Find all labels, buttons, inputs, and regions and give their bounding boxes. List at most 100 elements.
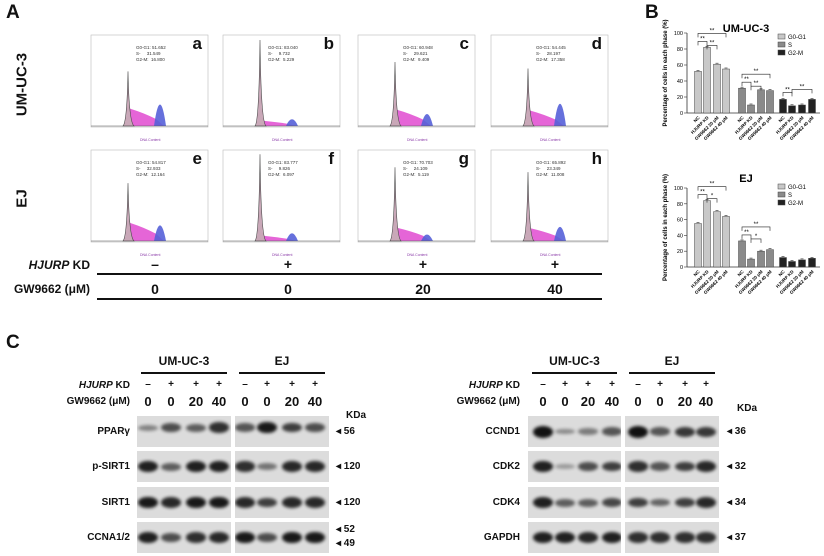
blot-image <box>625 522 719 553</box>
bar-G0-G1-NC <box>694 223 702 268</box>
band <box>282 461 302 472</box>
gw9662-value: 40 <box>307 394 323 409</box>
band <box>696 532 716 543</box>
blot-image <box>137 451 231 482</box>
hjurp-kd-value: + <box>312 379 318 390</box>
hjurp-kd-value: + <box>216 379 222 390</box>
band <box>555 531 575 544</box>
legend-swatch <box>777 49 786 56</box>
plot-frame <box>490 34 609 128</box>
band <box>138 496 158 509</box>
category-label: NC <box>737 269 746 278</box>
significance-marker: * <box>711 194 714 200</box>
gw9662-value: 0 <box>241 394 249 409</box>
significance-marker: ** <box>710 28 715 34</box>
g0g1-peak <box>389 167 402 242</box>
y-tick-label: 100 <box>674 186 683 192</box>
band <box>578 428 598 435</box>
bar-S-HJURP KD <box>747 104 755 114</box>
band <box>235 423 255 432</box>
cell-line-header: EJ <box>664 354 680 368</box>
band <box>161 462 181 471</box>
band <box>235 497 255 508</box>
significance-bracket <box>750 85 762 91</box>
significance-bracket <box>791 89 813 94</box>
category-label: NC <box>778 115 787 124</box>
band <box>235 461 255 472</box>
histogram-c: c G0-G1: 60.948 S- 29.621 G2-M: 9.409 DNA … <box>355 34 477 142</box>
blot-image <box>528 487 621 518</box>
gw9662-value: 0 <box>561 394 569 409</box>
blot-label-CDK2: CDK2 <box>492 461 520 472</box>
panel-label-c: C <box>6 332 20 353</box>
hjurp-kd-value: + <box>585 379 591 390</box>
significance-marker: ** <box>754 81 759 87</box>
blot-image <box>528 416 621 447</box>
band <box>628 497 648 508</box>
hjurp-kd-value: + <box>264 379 270 390</box>
cell-line-header: UM-UC-3 <box>549 354 600 368</box>
gw9662-value: 20 <box>415 281 431 297</box>
band <box>578 532 598 543</box>
bar-G0-G1-GW9662 40 μM <box>722 68 730 114</box>
band <box>696 497 716 508</box>
y-axis-label: Percentage of cells in each phase (%) <box>663 19 669 126</box>
gw9662-value: 40 <box>604 394 620 409</box>
band <box>186 423 206 432</box>
g2m-peak <box>286 119 298 126</box>
blot-image <box>137 522 231 553</box>
bar-G0-G1-GW9662 20 μM <box>713 63 721 114</box>
blot-image <box>528 522 621 553</box>
gw9662-value: 20 <box>284 394 300 409</box>
band <box>209 496 229 509</box>
significance-bracket <box>697 33 727 38</box>
histogram-g: g G0-G1: 70.703 S- 24.109 G2-M: 5.119 DNA … <box>355 149 477 257</box>
gw9662-value: 0 <box>144 394 152 409</box>
phase-stats: G0-G1: 83.777 S- 9.826 G2-M: 6.097 <box>268 160 298 177</box>
band <box>161 497 181 508</box>
kda-marker: ◂ 120 <box>336 461 361 472</box>
significance-marker: ** <box>700 190 705 196</box>
legend-swatch <box>777 199 786 206</box>
significance-marker: ** <box>800 84 805 90</box>
band <box>602 531 621 544</box>
hjurp-kd-value: – <box>145 379 151 390</box>
kda-marker: ◂ 49 <box>336 538 355 549</box>
band <box>533 496 553 509</box>
bar-S-NC <box>738 240 746 268</box>
bar-S-GW9662 40 μM <box>766 249 774 268</box>
blot-label-GAPDH: GAPDH <box>483 532 520 543</box>
gw9662-value: 0 <box>656 394 664 409</box>
band <box>138 424 158 431</box>
legend-label: S <box>788 43 792 49</box>
histogram-d: d G0-G1: 54.445 S- 28.197 G2-M: 17.358 DNA… <box>488 34 610 142</box>
y-tick-label: 60 <box>677 218 683 224</box>
blot-image <box>235 451 329 482</box>
x-axis-label: DNA Content <box>540 253 561 257</box>
band <box>650 498 670 507</box>
table-divider <box>97 298 602 300</box>
blot-label-SIRT1: SIRT1 <box>101 497 130 508</box>
legend-swatch <box>777 41 786 48</box>
band <box>209 460 229 473</box>
g2m-peak <box>154 225 166 241</box>
band <box>257 421 277 434</box>
header-underline <box>239 372 325 374</box>
plot-frame <box>90 34 209 128</box>
plot-frame <box>357 34 476 128</box>
hjurp-kd-value: – <box>540 379 546 390</box>
x-axis-label: DNA Content <box>272 138 293 142</box>
band <box>257 463 277 470</box>
histogram-letter: b <box>323 34 334 53</box>
band <box>696 461 716 472</box>
category-label: NC <box>693 269 702 278</box>
legend-swatch <box>777 33 786 40</box>
hjurp-kd-value: + <box>418 256 428 272</box>
hjurp-kd-value: – <box>151 256 159 272</box>
blot-label-CDK4: CDK4 <box>492 497 520 508</box>
y-tick-label: 40 <box>677 79 683 85</box>
gw9662-value: 0 <box>634 394 642 409</box>
blot-image <box>625 451 719 482</box>
band <box>138 531 158 544</box>
bar-G0-G1-GW9662 20 μM <box>713 211 721 268</box>
